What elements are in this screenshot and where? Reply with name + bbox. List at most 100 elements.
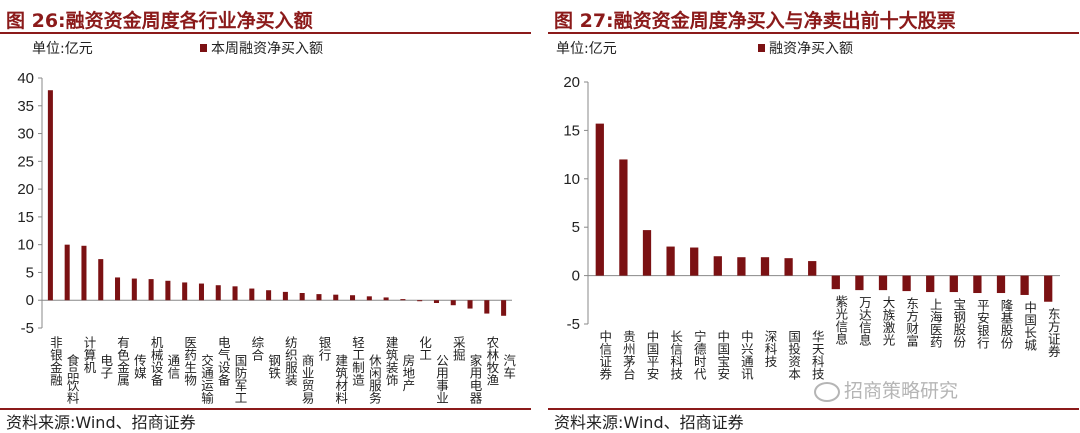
left-source-note: 资料来源:Wind、招商证券 bbox=[6, 413, 196, 432]
left-category-label: 建筑材料 bbox=[333, 354, 348, 404]
left-bar bbox=[417, 300, 423, 302]
left-y-tick-label: 25 bbox=[17, 153, 34, 170]
right-bar bbox=[902, 275, 911, 292]
left-category-label: 汽车 bbox=[501, 353, 516, 380]
left-y-tick-label: 35 bbox=[17, 98, 34, 115]
right-legend-swatch bbox=[758, 44, 765, 52]
right-bar bbox=[595, 123, 604, 276]
left-y-tick-label: 5 bbox=[26, 264, 34, 281]
right-category-label: 万达信息 bbox=[857, 296, 872, 346]
right-bar bbox=[808, 261, 817, 276]
left-category-label: 银行 bbox=[316, 336, 331, 362]
left-bar bbox=[98, 259, 104, 301]
right-unit-label: 单位:亿元 bbox=[556, 41, 617, 57]
left-bar bbox=[366, 296, 372, 301]
left-category-label: 计算机 bbox=[81, 336, 96, 374]
left-bar bbox=[450, 300, 456, 306]
right-bar bbox=[713, 256, 722, 276]
left-category-label: 交通运输 bbox=[199, 353, 214, 405]
left-bar bbox=[198, 283, 204, 301]
left-bar-chart: 单位:亿元 本周融资净买入额 -5 0 5 10 15 20 25 30 35 40 非银金融 食品饮料计… bbox=[17, 41, 516, 405]
left-category-label: 有色金属 bbox=[115, 336, 130, 387]
right-bar bbox=[760, 257, 770, 276]
right-bar bbox=[737, 257, 746, 276]
left-category-label: 食品饮料 bbox=[65, 353, 80, 404]
right-bar bbox=[831, 275, 840, 290]
left-category-label: 纺织服装 bbox=[283, 336, 298, 387]
left-category-label: 通信 bbox=[165, 354, 180, 380]
right-bar bbox=[642, 230, 652, 276]
left-chart-panel: 图 26:融资资金周度各行业净买入额 单位:亿元 本周融资净买入额 -5 0 5 10 15… bbox=[0, 0, 531, 433]
left-bar bbox=[81, 245, 87, 301]
left-category-label: 电气设备 bbox=[216, 336, 231, 387]
left-bar bbox=[64, 244, 70, 301]
left-bar bbox=[115, 277, 121, 301]
left-legend-swatch bbox=[200, 44, 207, 52]
right-y-tick-label: 10 bbox=[563, 171, 580, 188]
left-bar bbox=[350, 295, 356, 301]
right-bar bbox=[666, 246, 675, 276]
left-y-tick-label: 40 bbox=[17, 70, 34, 87]
left-chart-title: 图 26:融资资金周度各行业净买入额 bbox=[6, 10, 313, 32]
right-source-divider bbox=[548, 408, 1079, 410]
right-y-tick-label: 20 bbox=[563, 74, 580, 91]
left-bar bbox=[148, 279, 154, 301]
left-category-label: 电子 bbox=[98, 354, 113, 379]
right-category-label: 东方财富 bbox=[904, 297, 919, 348]
left-category-label: 家用电器 bbox=[468, 353, 483, 405]
left-category-label: 化工 bbox=[417, 336, 432, 361]
left-y-tick-label: 15 bbox=[17, 209, 34, 226]
left-bar bbox=[333, 294, 339, 301]
left-y-tick-label: 30 bbox=[17, 126, 34, 143]
right-category-label: 宝钢股份 bbox=[951, 298, 966, 348]
left-bar bbox=[467, 300, 473, 309]
left-bar bbox=[501, 300, 507, 316]
left-bar bbox=[299, 293, 305, 301]
left-bar bbox=[47, 90, 53, 301]
watermark: 招商策略研究 bbox=[814, 376, 958, 403]
left-bar bbox=[232, 286, 238, 301]
right-category-label: 上海医药 bbox=[928, 298, 943, 348]
left-bar bbox=[400, 299, 406, 301]
right-source-note: 资料来源:Wind、招商证券 bbox=[554, 413, 744, 432]
left-bar bbox=[165, 280, 171, 301]
right-category-label: 中国平安 bbox=[645, 329, 660, 380]
right-bar bbox=[855, 275, 864, 291]
right-category-label: 东方证券 bbox=[1046, 308, 1061, 358]
right-bar bbox=[1044, 275, 1053, 302]
right-category-label: 中信证券 bbox=[597, 329, 612, 380]
right-category-label: 长信科技 bbox=[668, 330, 683, 380]
left-y-tick-label: -5 bbox=[21, 320, 34, 337]
right-title-bar: 图 27:融资资金周度净买入与净卖出前十大股票 bbox=[548, 4, 1079, 34]
right-y-tick-label: 5 bbox=[572, 219, 580, 236]
right-category-label: 中国宝安 bbox=[715, 329, 730, 380]
right-chart-panel: 图 27:融资资金周度净买入与净卖出前十大股票 单位:亿元 融资净买入额 -5 0 5 1… bbox=[548, 0, 1079, 433]
right-bar bbox=[926, 275, 935, 293]
right-bar bbox=[784, 258, 793, 276]
left-category-label: 轻工制造 bbox=[350, 336, 365, 386]
left-bar bbox=[182, 282, 188, 301]
left-bar bbox=[484, 300, 490, 314]
right-bar bbox=[878, 275, 888, 291]
right-category-label: 中国长城 bbox=[1022, 300, 1037, 352]
left-unit-label: 单位:亿元 bbox=[32, 41, 93, 57]
right-chart-title: 图 27:融资资金周度净买入与净卖出前十大股票 bbox=[554, 10, 956, 32]
left-category-label: 传媒 bbox=[132, 353, 147, 379]
right-category-label: 中兴通讯 bbox=[739, 329, 754, 381]
right-bar bbox=[996, 275, 1006, 294]
left-source-divider bbox=[0, 408, 531, 410]
right-category-label: 宁德时代 bbox=[692, 329, 707, 381]
right-bar bbox=[619, 159, 628, 276]
left-bar bbox=[383, 297, 389, 301]
left-bar bbox=[131, 278, 137, 301]
left-y-tick-label: 20 bbox=[17, 181, 34, 198]
right-bar bbox=[690, 247, 699, 276]
right-bar bbox=[1020, 275, 1029, 295]
right-category-label: 贵州茅台 bbox=[621, 330, 636, 380]
right-category-label: 隆基股份 bbox=[999, 298, 1014, 349]
left-category-label: 国防军工 bbox=[233, 354, 248, 404]
right-bar-chart: 单位:亿元 融资净买入额 -5 0 5 10 15 20 中信证券 贵州茅台 中国平安 长信科技 宁德时… bbox=[556, 41, 1061, 381]
left-category-label: 机械设备 bbox=[149, 336, 164, 387]
left-bar bbox=[282, 291, 288, 301]
left-title-bar: 图 26:融资资金周度各行业净买入额 bbox=[0, 4, 531, 34]
